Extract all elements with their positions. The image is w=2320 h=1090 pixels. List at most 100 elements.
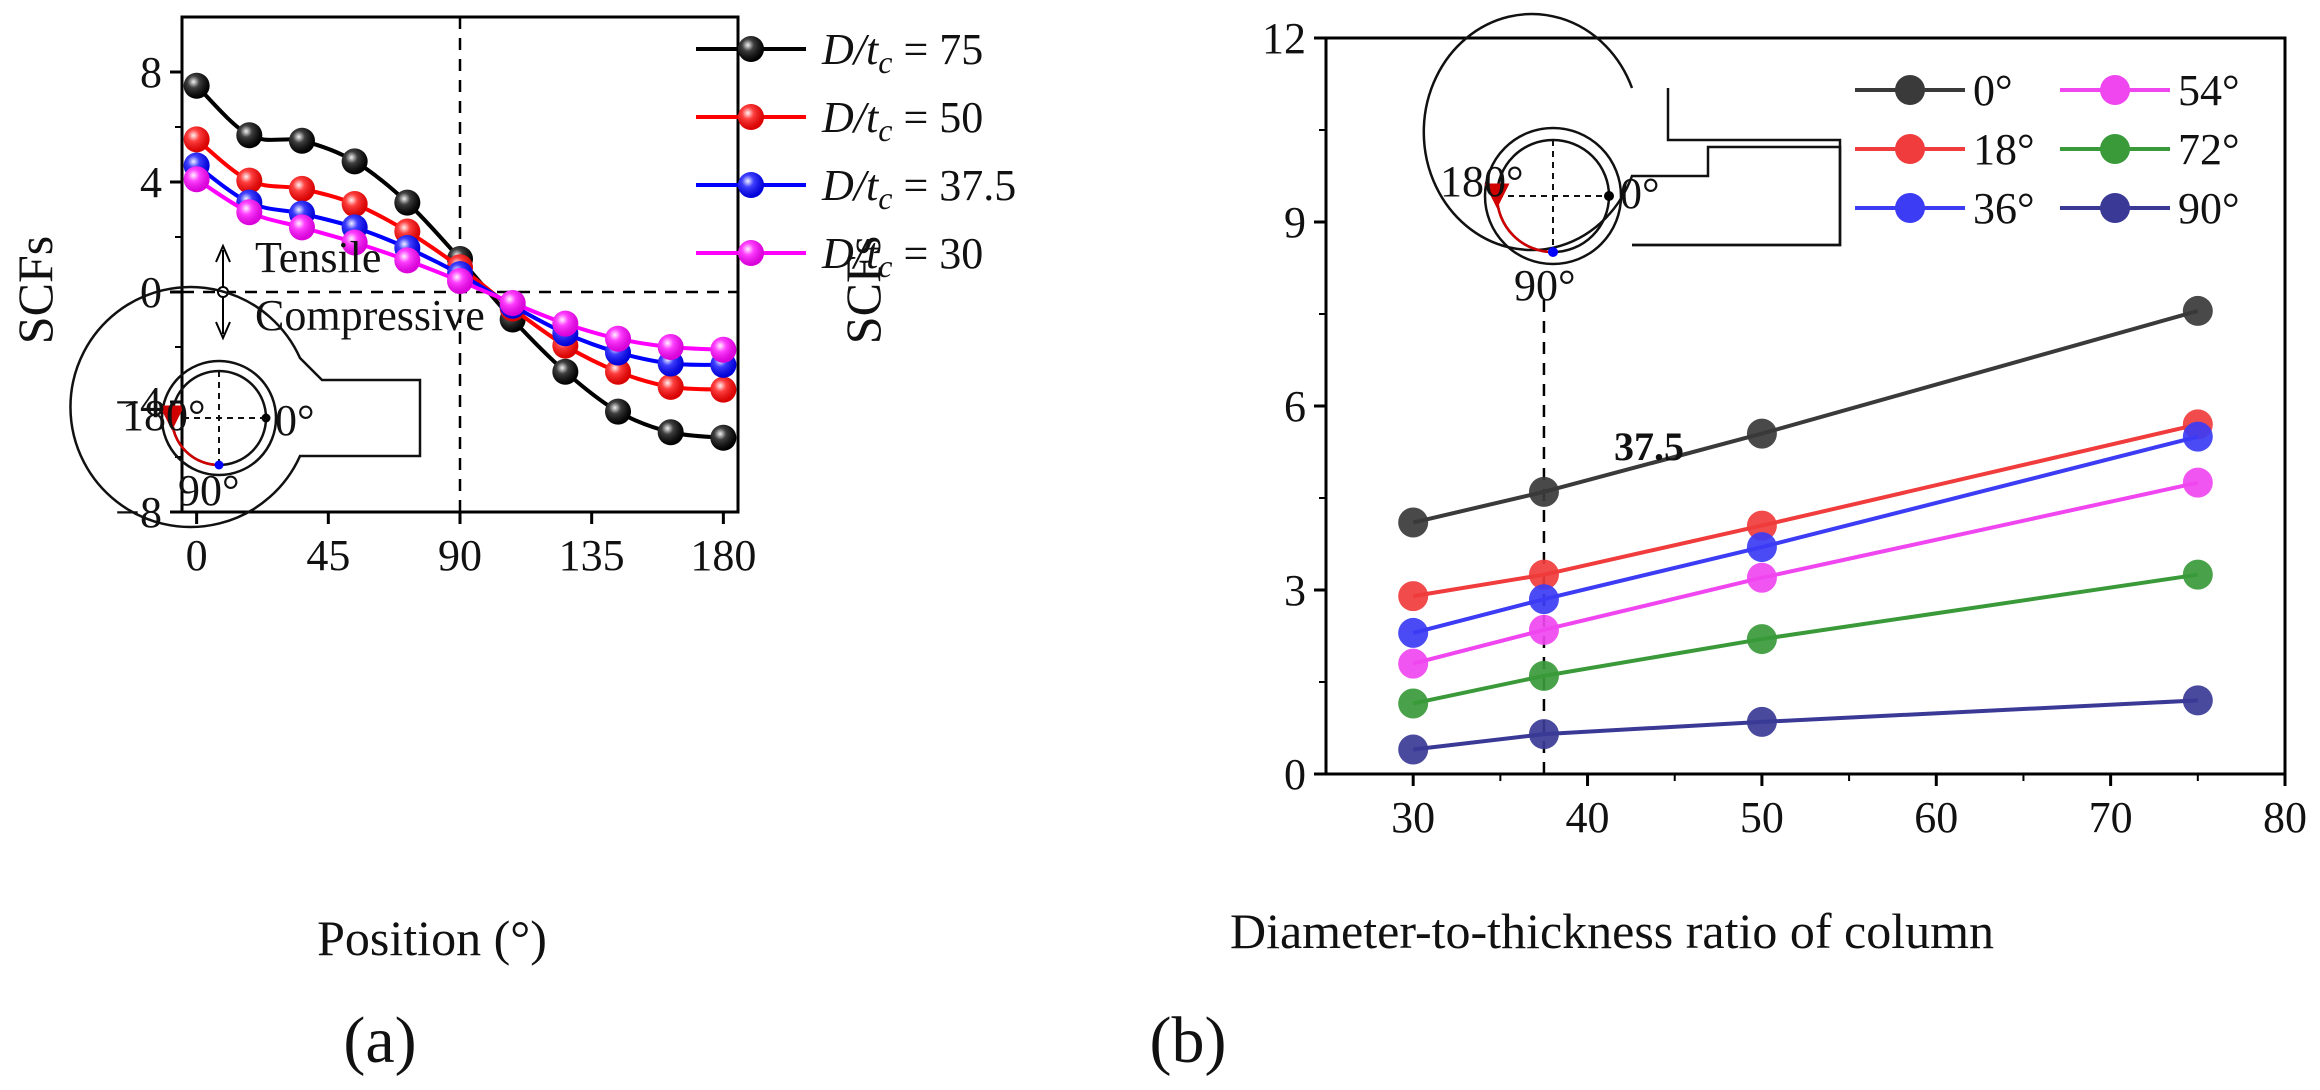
inset-outline [69, 285, 422, 529]
data-point [1746, 562, 1777, 593]
legend-marker [1895, 193, 1925, 223]
series-1 [1398, 295, 2213, 538]
data-point [394, 189, 421, 216]
legend-label: D/tc = 30 [821, 229, 983, 284]
y-tick-label: 9 [1284, 198, 1306, 247]
series-4 [183, 166, 737, 363]
data-point-shine [288, 175, 315, 202]
data-point [1746, 706, 1777, 737]
data-point-shine [710, 424, 737, 451]
inset-outline [1422, 12, 1842, 252]
data-point [605, 358, 632, 385]
series-3 [1398, 421, 2213, 648]
x-tick-label: 90 [438, 531, 482, 580]
data-point [605, 325, 632, 352]
inset-label-90: 90° [1514, 261, 1576, 310]
series-2 [1398, 409, 2213, 612]
data-point [183, 72, 210, 99]
arrow-up-icon [215, 243, 231, 263]
panel-b-x-axis-label: Diameter-to-thickness ratio of column [1230, 903, 1994, 959]
data-point [1398, 734, 1429, 765]
panel-b-y-axis-label: SCFs [835, 236, 891, 344]
legend-marker [1895, 75, 1925, 105]
data-point [657, 419, 684, 446]
vline-value-label: 37.5 [1614, 424, 1684, 469]
data-point [1528, 614, 1559, 645]
legend-marker [738, 172, 764, 198]
data-point-shine [710, 376, 737, 403]
data-point-shine [657, 334, 684, 360]
legend-item-6: 90° [2060, 184, 2240, 233]
y-tick-label: −8 [115, 488, 162, 537]
panel-a-label: (a) [343, 1004, 416, 1077]
data-point [288, 127, 315, 154]
data-point [236, 199, 263, 226]
panel-b-series-group [1398, 295, 2213, 765]
data-point [2182, 295, 2213, 326]
data-point [1528, 719, 1559, 750]
inset-point-180 [167, 413, 177, 423]
x-tick-label: 135 [559, 531, 625, 580]
inset-outline-body [1632, 88, 1842, 247]
panel-a-x-axis-label: Position (°) [317, 910, 547, 966]
legend-marker [738, 240, 764, 266]
legend-item-2: D/tc = 50 [696, 93, 983, 148]
legend-item-3: 36° [1855, 184, 2035, 233]
inset-point-90 [1548, 247, 1558, 257]
y-tick-label: 3 [1284, 566, 1306, 615]
y-tick-label: 8 [140, 48, 162, 97]
panel-b-legend: 0° 18° 36° 54° 72° 90° [1855, 66, 2240, 233]
panel-b-joint-inset: 180° 0° 90° [1422, 12, 1842, 310]
data-point [183, 166, 210, 193]
data-point [183, 126, 210, 153]
inset-point-0 [261, 413, 271, 423]
data-point [236, 167, 263, 194]
data-point [447, 268, 473, 294]
data-point [341, 229, 368, 256]
data-point [341, 148, 368, 175]
inset-label-90: 90° [178, 466, 240, 515]
series-line [1412, 434, 2199, 635]
inset-point-0 [1604, 191, 1614, 201]
data-point [605, 398, 632, 425]
data-point-shine [552, 310, 579, 337]
data-point-shine [605, 398, 632, 425]
data-point-shine [288, 214, 315, 241]
y-tick-label: 0 [1284, 750, 1306, 799]
data-point [1528, 584, 1559, 615]
legend-marker [2100, 134, 2130, 164]
legend-item-4: D/tc = 30 [696, 229, 983, 284]
legend-marker-shine [738, 36, 764, 62]
data-point-shine [236, 122, 263, 149]
legend-marker [2100, 193, 2130, 223]
inset-label-180: 180° [122, 391, 206, 440]
legend-label: 72° [2178, 125, 2240, 174]
data-point [552, 358, 579, 385]
panel-b-ticks: 30 40 50 60 70 80 0 3 6 9 12 [1262, 14, 2307, 842]
inset-position-arc [159, 405, 220, 467]
data-point-shine [394, 247, 421, 274]
data-point-shine [341, 229, 368, 256]
data-point [657, 334, 684, 360]
panel-a-joint-inset: 180° 0° 90° [69, 285, 422, 529]
data-point [710, 376, 737, 403]
panel-a-y-axis-label: SCFs [7, 236, 63, 344]
data-point [710, 336, 737, 363]
inset-point-180 [1492, 191, 1502, 201]
legend-label: D/tc = 50 [821, 93, 983, 148]
panel-b-chart: 30 40 50 60 70 80 0 3 6 9 12 SCFs Diameter-to-thic… [835, 12, 2307, 1077]
data-point [1528, 476, 1559, 507]
x-tick-label: 180 [690, 531, 756, 580]
x-tick-label: 80 [2263, 793, 2307, 842]
y-tick-label: 12 [1262, 14, 1306, 63]
y-tick-label: −4 [115, 378, 162, 427]
data-point [2182, 685, 2213, 716]
data-point [710, 424, 737, 451]
data-point-shine [447, 268, 473, 294]
x-tick-label: 30 [1391, 793, 1435, 842]
data-point [341, 191, 368, 217]
legend-label: D/tc = 37.5 [821, 161, 1016, 216]
data-point-shine [183, 126, 210, 153]
series-line [1412, 309, 2199, 525]
data-point [2182, 559, 2213, 590]
